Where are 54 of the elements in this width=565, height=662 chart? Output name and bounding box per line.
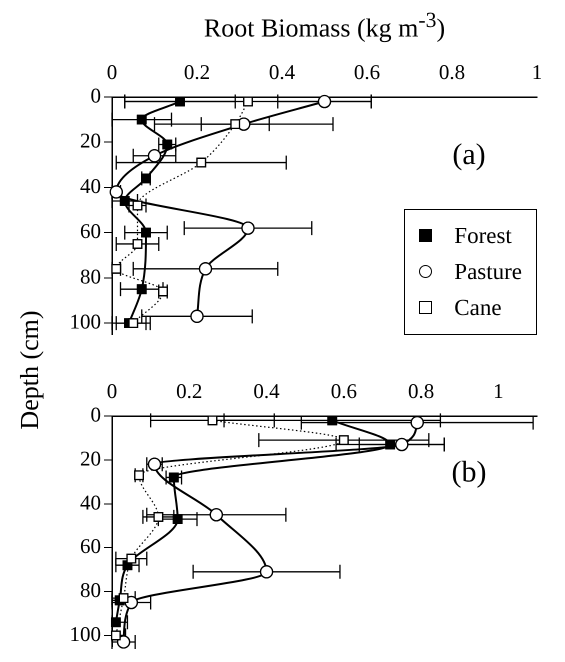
point — [210, 508, 223, 522]
point — [132, 239, 142, 249]
point — [338, 435, 349, 446]
y-tick-label: 20 — [80, 446, 101, 470]
y-tick-label: 80 — [80, 578, 101, 602]
y-tick-label: 0 — [90, 84, 101, 108]
legend-label: Cane — [454, 294, 502, 321]
y-tick-label: 40 — [80, 490, 101, 514]
y-tick-label: 60 — [80, 219, 101, 244]
y-tick-label: 100 — [70, 310, 101, 334]
y-tick-label: 0 — [90, 402, 101, 427]
point — [385, 440, 396, 450]
point — [148, 149, 162, 162]
point — [172, 514, 183, 524]
x-tick-label: 0.4 — [268, 60, 296, 84]
x-tick-label: 1 — [532, 60, 542, 84]
y-axis-title: Depth (cm) — [15, 309, 45, 432]
point — [190, 310, 204, 323]
point — [196, 158, 206, 168]
point — [128, 318, 138, 328]
y-tick-label: 80 — [80, 264, 101, 288]
point — [241, 221, 255, 235]
point — [126, 554, 136, 564]
point — [260, 565, 274, 578]
point — [116, 635, 130, 649]
point — [118, 593, 128, 604]
point — [395, 438, 408, 452]
x-tick-label: 0 — [106, 378, 118, 403]
x-tick-label: 0.6 — [330, 378, 357, 403]
y-tick-label: 60 — [80, 534, 101, 558]
annotation: (b) — [452, 455, 486, 488]
legend-label: Pasture — [454, 258, 522, 285]
x-axis-title: Root Biomass (kg m$^{-3}$) — [202, 8, 446, 44]
point — [136, 284, 147, 294]
x-tick-label: 0.6 — [354, 60, 380, 84]
x-tick-label: 0.2 — [176, 378, 202, 403]
x-tick-label: 0.4 — [253, 378, 280, 403]
point — [134, 470, 144, 480]
point — [198, 262, 212, 276]
point — [120, 196, 130, 206]
point — [136, 114, 147, 124]
x-tick-label: 0.2 — [184, 60, 210, 84]
x-tick-label: 0.8 — [408, 378, 434, 403]
y-tick-label: 20 — [80, 128, 101, 153]
y-tick-label: 40 — [80, 174, 101, 198]
x-tick-label: 1 — [493, 378, 504, 403]
legend-label: Forest — [454, 222, 512, 249]
annotation: (a) — [452, 138, 486, 172]
y-tick-label: 100 — [70, 622, 101, 646]
x-tick-label: 0 — [106, 60, 118, 84]
point — [153, 512, 164, 522]
point — [141, 228, 151, 238]
point — [230, 119, 240, 130]
x-tick-label: 0.8 — [438, 60, 466, 84]
